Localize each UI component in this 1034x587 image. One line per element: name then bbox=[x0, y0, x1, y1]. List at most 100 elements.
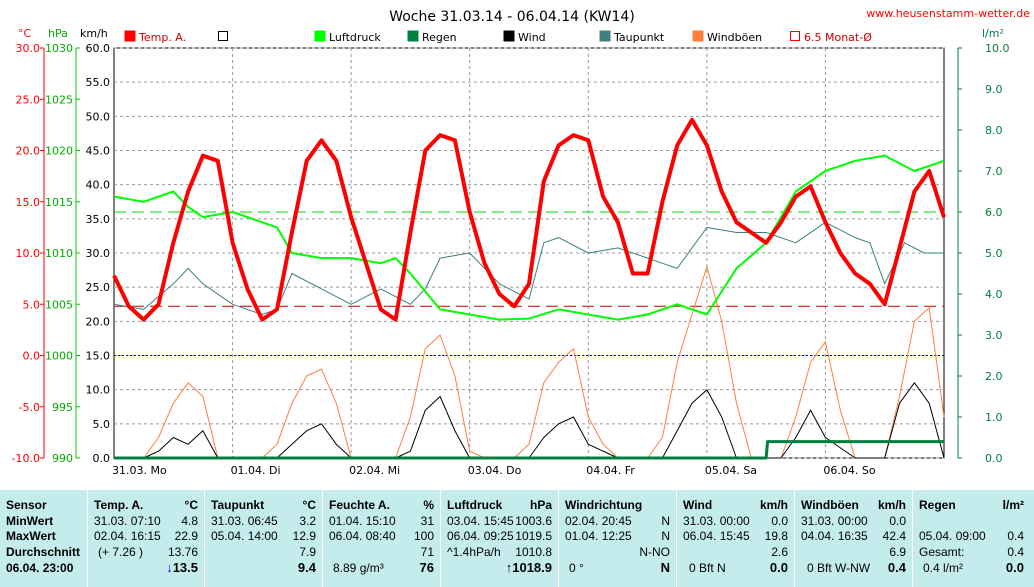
legend-item: Temp. A. bbox=[124, 30, 186, 44]
legend-item: Regen bbox=[407, 30, 457, 44]
wind-tick-label: 55.0 bbox=[86, 76, 111, 89]
temp-min-time: 31.03. 07:10 bbox=[94, 514, 161, 528]
col-wind: Wind km/h 31.03. 00:00 0.0 06.04. 15:45 … bbox=[677, 490, 795, 587]
gust-unit-label: km/h bbox=[877, 498, 906, 512]
wind-unit: km/h bbox=[80, 27, 108, 40]
legend-item: 6.5 Monat-Ø bbox=[790, 31, 872, 44]
legend-label: 6.5 Monat-Ø bbox=[804, 31, 872, 44]
hum-min-time: 01.04. 15:10 bbox=[329, 514, 396, 528]
gust-avg: 6.9 bbox=[889, 545, 906, 559]
wind-max-time: 06.04. 15:45 bbox=[683, 529, 750, 543]
wind-current-bft: 0 Bft N bbox=[689, 561, 726, 575]
arrow-down-icon: ↓ bbox=[166, 560, 173, 575]
wind-tick-label: 5.0 bbox=[93, 418, 111, 431]
gust-current-bft: 0 Bft W-NW bbox=[807, 561, 871, 575]
row-label-avg: Durchschnitt bbox=[6, 545, 81, 559]
series-wind-line bbox=[114, 382, 945, 459]
legend-item bbox=[218, 31, 228, 41]
press-tick-label: 990 bbox=[52, 452, 73, 465]
legend-swatch bbox=[124, 30, 136, 42]
hum-current: 76 bbox=[419, 560, 434, 575]
wind-tick-label: 25.0 bbox=[86, 281, 111, 294]
rain-tick-label: 2.0 bbox=[985, 370, 1003, 383]
wdir-min: N bbox=[661, 514, 670, 528]
wind-tick-label: 50.0 bbox=[86, 110, 111, 123]
temp-max: 22.9 bbox=[174, 529, 198, 543]
legend-label: Taupunkt bbox=[613, 31, 665, 44]
gust-max-time: 04.04. 16:35 bbox=[801, 529, 868, 543]
dew-current: 9.4 bbox=[297, 560, 316, 575]
stats-table: Sensor MinWert MaxWert Durchschnitt 06.0… bbox=[0, 490, 1034, 587]
wdir-min-time: 02.04. 20:45 bbox=[565, 514, 632, 528]
series-temp-a-line bbox=[112, 117, 946, 322]
press-min: 1003.6 bbox=[515, 514, 552, 528]
wind-tick-label: 40.0 bbox=[86, 179, 111, 192]
temp-unit: °C bbox=[18, 27, 32, 40]
temp-tick-label: -10.0 bbox=[12, 452, 40, 465]
press-tick-label: 1010 bbox=[45, 247, 73, 260]
press-tick-label: 1025 bbox=[45, 93, 73, 106]
press-name: Luftdruck bbox=[447, 498, 503, 512]
dew-min: 3.2 bbox=[299, 514, 316, 528]
press-tick-label: 995 bbox=[52, 401, 73, 414]
temp-tick-label: 0.0 bbox=[23, 350, 41, 363]
wind-current: 0.0 bbox=[769, 560, 788, 575]
temp-tick-label: 20.0 bbox=[16, 145, 41, 158]
rain-tick-label: 3.0 bbox=[985, 329, 1003, 342]
axis-ticks: 30.0 25.0 20.0 15.0 10.0 5.0 0.0 -5.0 -10.0 1030 1… bbox=[12, 42, 1010, 477]
col-temp: Temp. A. °C 31.03. 07:10 4.8 02.04. 16:1… bbox=[88, 490, 205, 587]
press-current: 1018.9 bbox=[512, 560, 552, 575]
day-label: 04.04. Fr bbox=[586, 464, 635, 477]
rain-tick-label: 7.0 bbox=[985, 165, 1003, 178]
wind-tick-label: 45.0 bbox=[86, 145, 111, 158]
rain-total: 0.4 bbox=[1007, 545, 1024, 559]
temp-current-wrap: ↓13.5 bbox=[166, 561, 198, 575]
legend-swatch bbox=[407, 30, 419, 42]
day-label: 01.04. Di bbox=[231, 464, 281, 477]
temp-min: 4.8 bbox=[181, 514, 198, 528]
wind-tick-label: 0.0 bbox=[93, 452, 111, 465]
wdir-current-deg: 0 ° bbox=[569, 561, 584, 575]
dew-avg: 7.9 bbox=[299, 545, 316, 559]
legend-item: Windböen bbox=[692, 30, 762, 44]
gust-min-time: 31.03. 00:00 bbox=[801, 514, 868, 528]
rain-tick-label: 0.0 bbox=[985, 452, 1003, 465]
hum-max: 100 bbox=[413, 529, 434, 543]
day-label: 05.04. Sa bbox=[705, 464, 757, 477]
press-max-time: 06.04. 09:25 bbox=[447, 529, 514, 543]
press-max: 1019.5 bbox=[515, 529, 552, 543]
row-label-min: MinWert bbox=[6, 514, 54, 528]
gust-min: 0.0 bbox=[889, 514, 906, 528]
dew-max: 12.9 bbox=[292, 529, 316, 543]
gust-current: 0.4 bbox=[887, 560, 906, 575]
row-label-max: MaxWert bbox=[6, 529, 56, 543]
press-tick-label: 1030 bbox=[45, 42, 73, 55]
wind-unit-label: km/h bbox=[759, 498, 788, 512]
legend-swatch bbox=[692, 30, 704, 42]
wind-tick-label: 35.0 bbox=[86, 213, 111, 226]
day-label: 02.04. Mi bbox=[349, 464, 400, 477]
series-luftdruck-line bbox=[113, 154, 945, 321]
day-label: 31.03. Mo bbox=[112, 464, 167, 477]
legend-label: Wind bbox=[518, 31, 546, 44]
rain-tick-label: 6.0 bbox=[985, 206, 1003, 219]
press-trend: ^1.4hPa/h bbox=[447, 545, 501, 559]
day-label: 03.04. Do bbox=[468, 464, 522, 477]
press-tick-label: 1005 bbox=[45, 298, 73, 311]
temp-name: Temp. A. bbox=[94, 498, 144, 512]
series-taupunkt-line bbox=[113, 221, 944, 315]
hum-unit-label: % bbox=[423, 498, 434, 512]
legend-swatch bbox=[503, 30, 515, 42]
temp-tick-label: 25.0 bbox=[16, 93, 41, 106]
temp-tick-label: -5.0 bbox=[19, 401, 40, 414]
rain-name: Regen bbox=[919, 498, 956, 512]
rain-tick-label: 4.0 bbox=[985, 288, 1003, 301]
col-dew: Taupunkt °C 31.03. 06:45 3.2 05.04. 14:0… bbox=[205, 490, 323, 587]
dew-min-time: 31.03. 06:45 bbox=[211, 514, 278, 528]
wind-avg: 2.6 bbox=[771, 545, 788, 559]
hum-name: Feuchte A. bbox=[329, 498, 390, 512]
hum-min: 31 bbox=[420, 514, 434, 528]
press-tick-label: 1020 bbox=[45, 145, 73, 158]
rain-total-label: Gesamt: bbox=[919, 545, 965, 559]
wind-tick-label: 20.0 bbox=[86, 315, 111, 328]
